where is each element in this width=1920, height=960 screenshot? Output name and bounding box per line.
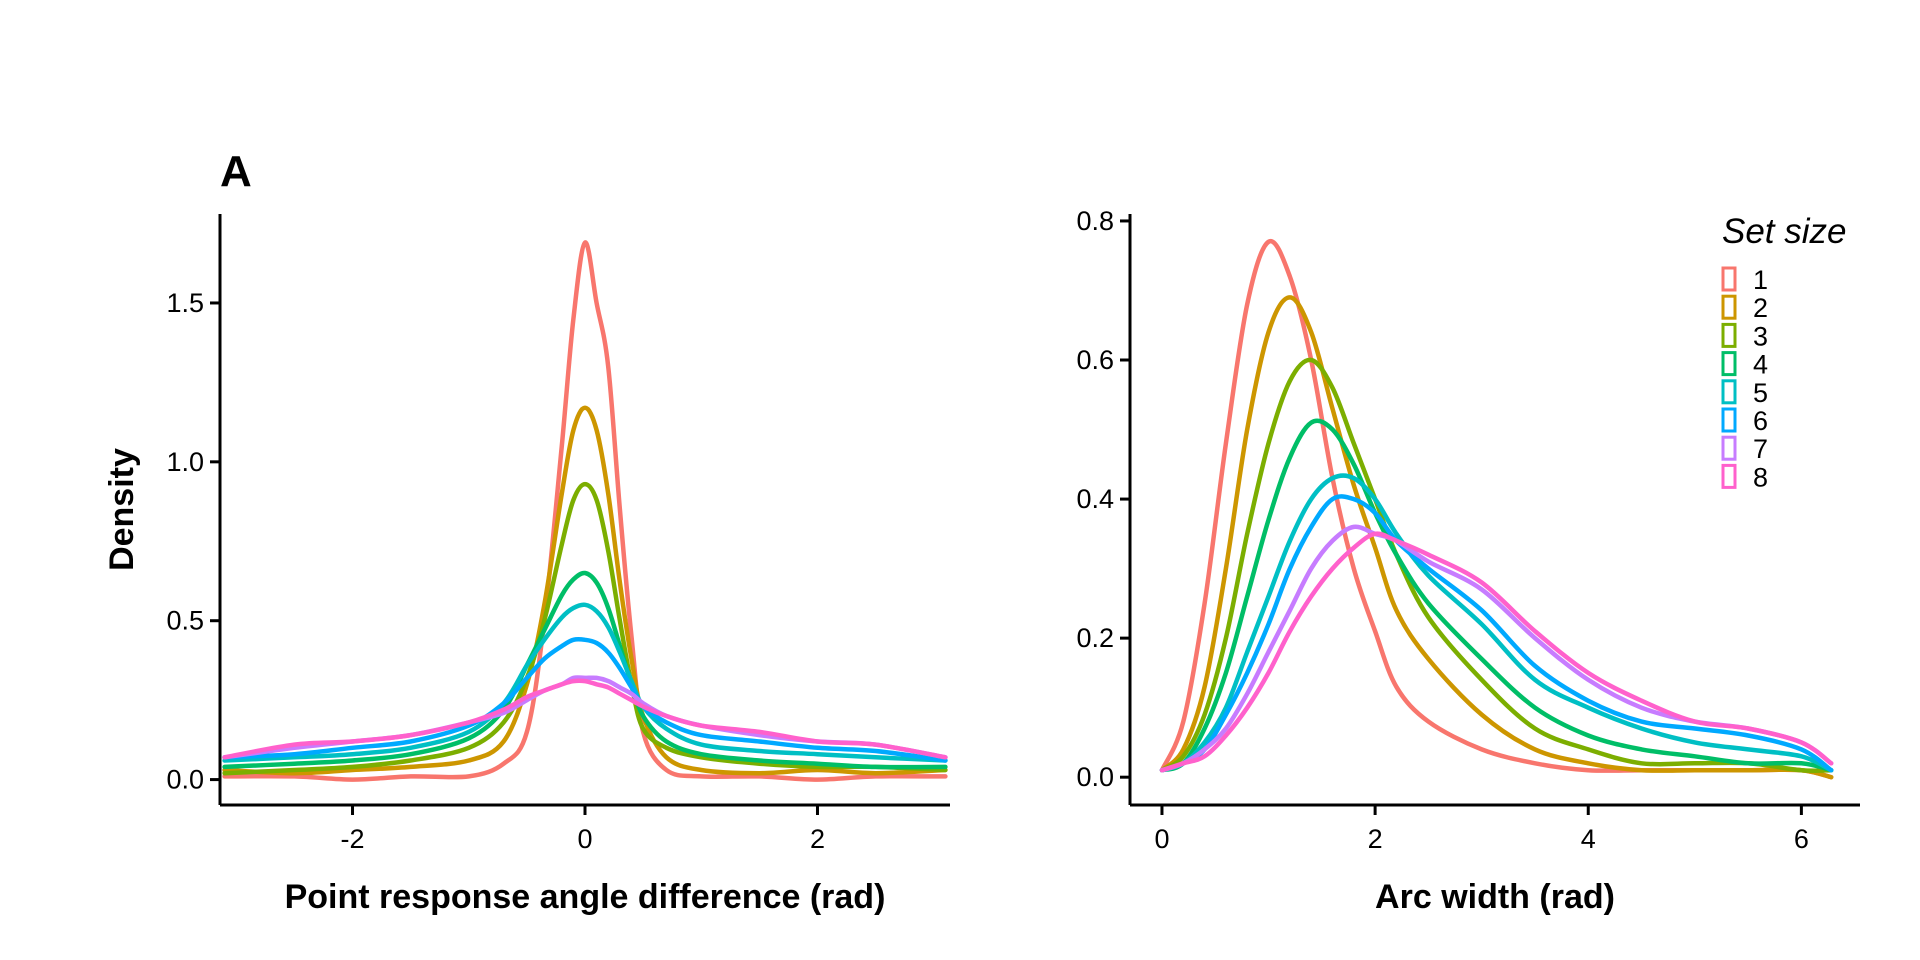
density-line-set-size-5 — [1159, 473, 1834, 773]
y-axis-title: Density — [103, 448, 141, 571]
density-line-set-size-1 — [222, 240, 948, 782]
legend-key-set-size-3 — [1721, 322, 1737, 348]
density-line-set-size-8 — [222, 678, 948, 760]
y-tick-label: 0.6 — [1076, 345, 1114, 375]
legend-label: 2 — [1753, 293, 1768, 323]
x-axis-title: Point response angle difference (rad) — [285, 878, 886, 916]
density-line-set-size-2 — [1159, 295, 1834, 780]
y-tick-label: 0.2 — [1076, 623, 1114, 653]
legend-key-set-size-5 — [1721, 379, 1737, 405]
panel-label: A — [220, 147, 252, 196]
y-tick-label: 0.0 — [166, 765, 204, 795]
legend-label: 8 — [1753, 462, 1768, 492]
y-tick-label: 1.0 — [166, 447, 204, 477]
legend-label: 3 — [1753, 321, 1768, 351]
density-line-set-size-4 — [222, 570, 948, 770]
y-tick-label: 1.5 — [166, 288, 204, 318]
y-tick-label: 0.0 — [1076, 762, 1114, 792]
density-line-set-size-6 — [222, 636, 948, 763]
legend-key-set-size-7 — [1721, 435, 1737, 461]
y-tick-label: 0.4 — [1076, 484, 1114, 514]
legend-key-set-size-1 — [1721, 266, 1737, 292]
x-tick-label: 0 — [1154, 824, 1169, 854]
x-axis-title: Arc width (rad) — [1375, 878, 1615, 916]
panel-a-angle-difference-density: -2 0 2 0.0 0.5 1.0 1.5 Point response angle dif… — [103, 147, 950, 916]
legend-label: 5 — [1753, 378, 1768, 408]
x-tick-label: 6 — [1794, 824, 1809, 854]
legend-key-set-size-4 — [1721, 351, 1737, 377]
legend-label: 4 — [1753, 350, 1768, 380]
panel-b-arc-width-density: 0 2 4 6 0.0 0.2 0.4 0.6 0.8 Arc width (rad) — [1076, 206, 1860, 916]
y-tick-label: 0.5 — [166, 606, 204, 636]
density-line-set-size-3 — [222, 481, 948, 776]
legend-label: 6 — [1753, 406, 1768, 436]
x-tick-label: 4 — [1581, 824, 1596, 854]
x-tick-label: -2 — [341, 824, 365, 854]
legend-label: 1 — [1753, 265, 1768, 295]
x-tick-label: 2 — [810, 824, 825, 854]
x-tick-label: 0 — [577, 824, 592, 854]
legend-key-set-size-6 — [1721, 407, 1737, 433]
density-line-set-size-3 — [1159, 357, 1834, 773]
legend-key-set-size-8 — [1721, 463, 1737, 489]
density-line-set-size-6 — [1159, 494, 1834, 773]
legend-label: 7 — [1753, 434, 1768, 464]
legend-key-set-size-2 — [1721, 294, 1737, 320]
density-line-set-size-8 — [1159, 531, 1834, 773]
y-tick-label: 0.8 — [1076, 206, 1114, 236]
density-line-set-size-7 — [222, 675, 948, 760]
density-line-set-size-2 — [222, 405, 948, 776]
legend-title: Set size — [1722, 212, 1847, 251]
x-tick-label: 2 — [1368, 824, 1383, 854]
density-line-set-size-5 — [222, 602, 948, 763]
